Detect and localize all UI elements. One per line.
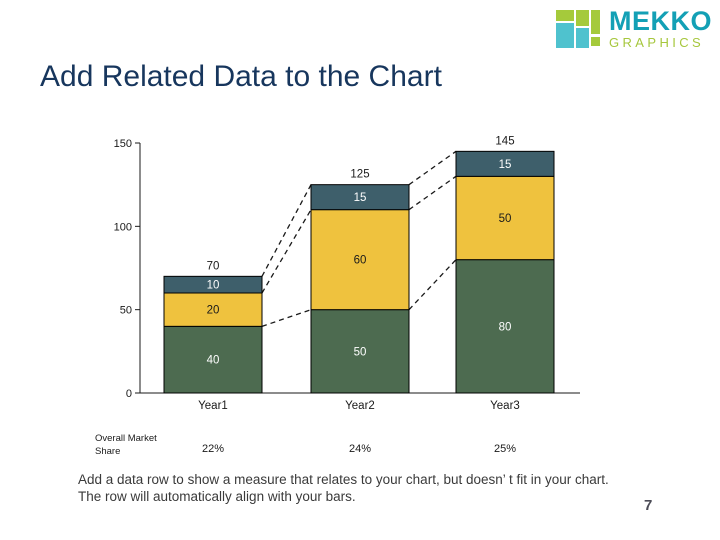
category-label: Year3 <box>490 400 520 412</box>
segment-value-label: 50 <box>499 213 512 225</box>
connector-line <box>408 175 457 211</box>
logo-block <box>556 23 574 48</box>
category-label: Year2 <box>345 400 375 412</box>
stacked-bar-chart-svg: 0 50 100 150 40 20 10 70 Year1 22% 50 60 15 125 Year2 2… <box>114 135 580 455</box>
bar-segment <box>163 325 263 394</box>
connector-line <box>408 150 457 186</box>
bar-segment <box>310 309 410 394</box>
segment-value-label: 40 <box>207 355 220 367</box>
connector-line <box>408 259 457 311</box>
y-tick-label: 50 <box>120 305 132 317</box>
connector-line <box>261 184 312 277</box>
market-share-value: 24% <box>349 443 371 455</box>
market-share-value: 22% <box>202 443 224 455</box>
related-row-label: Overall Market Share <box>95 433 157 457</box>
stacked-bar-chart: 0 50 100 150 40 20 10 70 Year1 22% 50 60 15 125 Year2 2… <box>90 128 600 468</box>
bar-segment <box>163 292 263 327</box>
bar-total-label: 70 <box>207 260 220 272</box>
category-label: Year1 <box>198 400 228 412</box>
y-tick-label: 100 <box>114 221 132 233</box>
bar-segment <box>455 259 555 394</box>
bar-segment <box>310 184 410 211</box>
segment-value-label: 50 <box>354 346 367 358</box>
page-number: 7 <box>644 497 653 514</box>
bar-total-label: 145 <box>495 135 514 147</box>
connector-line <box>261 209 312 294</box>
market-share-value: 25% <box>494 443 516 455</box>
logo-block <box>576 28 589 48</box>
segment-value-label: 80 <box>499 321 512 333</box>
logo-subname: GRAPHICS <box>609 35 705 50</box>
logo-name: MEKKO <box>609 6 712 36</box>
segment-value-label: 20 <box>207 305 220 317</box>
slide-description: Add a data row to show a measure that re… <box>78 471 694 505</box>
bar-segment <box>310 209 410 311</box>
logo-block <box>556 10 574 21</box>
logo-block <box>591 37 600 46</box>
logo-block <box>591 10 600 34</box>
bar-segment <box>455 150 555 177</box>
segment-value-label: 15 <box>354 192 367 204</box>
y-tick-label: 150 <box>114 138 132 150</box>
page-title: Add Related Data to the Chart <box>40 60 442 93</box>
bar-segment <box>163 275 263 294</box>
segment-value-label: 60 <box>354 255 367 267</box>
y-tick-label: 0 <box>126 388 132 400</box>
description-line-1: Add a data row to show a measure that re… <box>78 472 609 487</box>
description-line-2: The row will automatically align with yo… <box>78 489 356 504</box>
segment-value-label: 10 <box>207 280 220 292</box>
segment-value-label: 15 <box>499 159 512 171</box>
connector-line <box>261 309 312 327</box>
logo-block <box>576 10 589 26</box>
bar-total-label: 125 <box>350 169 369 181</box>
logo-wordmark: MEKKO GRAPHICS <box>609 6 712 50</box>
mekko-logo: MEKKO GRAPHICS <box>556 8 712 49</box>
mekko-logo-mark <box>556 10 602 48</box>
